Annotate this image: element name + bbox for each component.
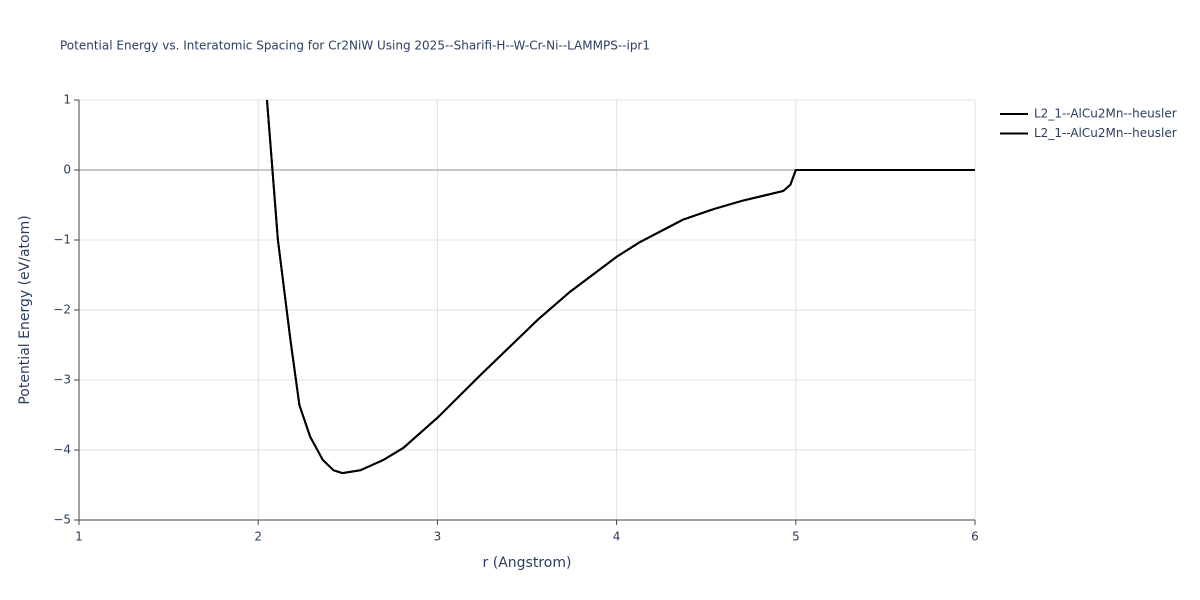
x-tick-label: 5 — [792, 530, 800, 544]
y-tick-label: −4 — [53, 443, 71, 457]
legend-label: L2_1--AlCu2Mn--heusler — [1034, 126, 1177, 140]
x-tick-label: 6 — [971, 530, 979, 544]
x-tick-label: 4 — [613, 530, 621, 544]
y-tick-label: −5 — [53, 513, 71, 527]
series-line — [265, 99, 975, 475]
y-axis-title: Potential Energy (eV/atom) — [17, 215, 33, 404]
y-tick-label: 0 — [63, 163, 71, 177]
y-tick-label: −2 — [53, 303, 71, 317]
legend-label: L2_1--AlCu2Mn--heusler — [1034, 107, 1177, 121]
y-tick-label: −3 — [53, 373, 71, 387]
x-axis-title: r (Angstrom) — [483, 555, 572, 571]
y-tick-label: 1 — [63, 93, 71, 107]
chart-title: Potential Energy vs. Interatomic Spacing… — [60, 39, 650, 53]
x-tick-label: 1 — [75, 530, 83, 544]
y-tick-label: −1 — [53, 233, 71, 247]
x-tick-label: 2 — [254, 530, 262, 544]
x-tick-label: 3 — [434, 530, 442, 544]
